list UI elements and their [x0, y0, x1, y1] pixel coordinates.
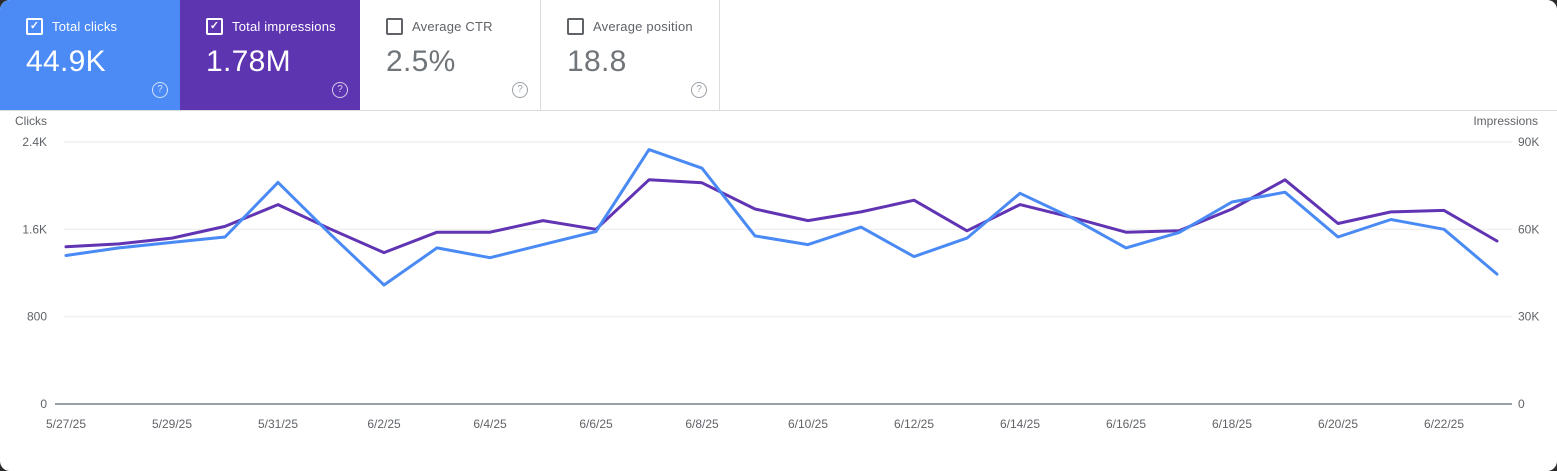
total-clicks-label: Total clicks [52, 19, 118, 34]
performance-chart-area: 0 0 800 30K 1.6K 60K 2.4K 90K Clicks Impressions 5… [0, 111, 1557, 456]
left-axis-tick: 800 [27, 310, 47, 324]
right-axis-tick: 60K [1518, 222, 1539, 236]
x-axis-label: 6/10/25 [788, 417, 828, 431]
help-icon[interactable]: ? [152, 82, 168, 98]
metric-card-row: ✓ Total clicks 44.9K ? ✓ Total impressio… [0, 0, 1557, 111]
help-icon[interactable]: ? [332, 82, 348, 98]
total-clicks-card[interactable]: ✓ Total clicks 44.9K ? [0, 0, 180, 110]
x-axis-label: 6/8/25 [685, 417, 719, 431]
help-icon[interactable]: ? [691, 82, 707, 98]
right-axis-title: Impressions [1473, 114, 1538, 128]
total-impressions-value: 1.78M [206, 45, 291, 78]
right-axis-tick: 90K [1518, 135, 1539, 149]
average-position-card[interactable]: Average position 18.8 ? [540, 0, 720, 110]
x-axis-label: 6/2/25 [367, 417, 401, 431]
x-axis-label: 6/18/25 [1212, 417, 1252, 431]
total-clicks-checkbox[interactable]: ✓ [26, 18, 43, 35]
average-ctr-label: Average CTR [412, 19, 493, 34]
x-axis-label: 5/31/25 [258, 417, 298, 431]
left-axis-tick: 2.4K [22, 135, 47, 149]
total-impressions-card[interactable]: ✓ Total impressions 1.78M ? [180, 0, 360, 110]
left-axis-title: Clicks [15, 114, 47, 128]
clicks-impressions-line-chart[interactable]: 0 0 800 30K 1.6K 60K 2.4K 90K Clicks Impressions 5… [0, 111, 1557, 456]
card-header: ✓ Total clicks [26, 18, 180, 35]
x-axis-label: 5/27/25 [46, 417, 86, 431]
average-position-checkbox[interactable] [567, 18, 584, 35]
right-axis-tick: 30K [1518, 310, 1539, 324]
left-axis-tick: 0 [40, 397, 47, 411]
x-axis-label: 6/20/25 [1318, 417, 1358, 431]
x-axis-label: 6/6/25 [579, 417, 613, 431]
average-ctr-checkbox[interactable] [386, 18, 403, 35]
right-axis-tick: 0 [1518, 397, 1525, 411]
x-axis-label: 6/22/25 [1424, 417, 1464, 431]
total-clicks-value: 44.9K [26, 45, 106, 78]
average-position-label: Average position [593, 19, 693, 34]
x-axis-label: 6/12/25 [894, 417, 934, 431]
average-ctr-value: 2.5% [386, 45, 456, 78]
average-ctr-card[interactable]: Average CTR 2.5% ? [360, 0, 540, 110]
card-header: Average CTR [386, 18, 540, 35]
card-header: Average position [567, 18, 719, 35]
x-axis-label: 6/14/25 [1000, 417, 1040, 431]
clicks-line[interactable] [64, 148, 1499, 287]
x-axis-label: 6/4/25 [473, 417, 507, 431]
x-axis-label: 6/16/25 [1106, 417, 1146, 431]
card-header: ✓ Total impressions [206, 18, 360, 35]
left-axis-tick: 1.6K [22, 222, 47, 236]
total-impressions-checkbox[interactable]: ✓ [206, 18, 223, 35]
help-icon[interactable]: ? [512, 82, 528, 98]
impressions-line[interactable] [64, 178, 1499, 255]
x-axis-label: 5/29/25 [152, 417, 192, 431]
average-position-value: 18.8 [567, 45, 627, 78]
total-impressions-label: Total impressions [232, 19, 336, 34]
